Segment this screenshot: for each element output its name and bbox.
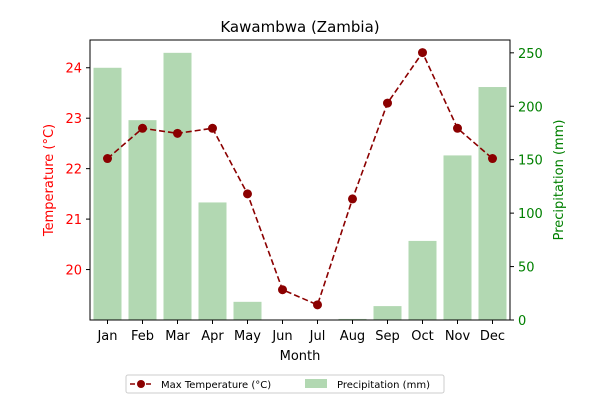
legend-bar-sample [305,379,327,388]
x-tick-label: Feb [131,329,154,344]
chart-title: Kawambwa (Zambia) [220,18,379,36]
y-left-tick-label: 21 [65,213,82,228]
y-right-tick-label: 250 [518,47,543,62]
temperature-point-dec [488,154,497,164]
x-tick-label: Jun [271,329,292,344]
x-tick-label: Jul [309,329,326,344]
precipitation-bar-oct [408,240,437,320]
y-axis-left-label: Temperature (°C) [42,124,57,237]
temperature-point-jun [278,285,287,295]
x-tick-label: Sep [375,329,400,344]
temperature-line-path [106,51,494,306]
precipitation-bar-nov [443,155,472,320]
y-right-tick-label: 100 [518,207,543,222]
temperature-line [103,48,497,310]
precipitation-bar-sep [373,306,402,320]
y-axis-right: 0 50 100 150 200 250 [510,47,543,329]
x-tick-label: Apr [201,329,224,344]
x-tick-label: Aug [340,329,365,344]
precipitation-bar-feb [128,120,157,320]
temperature-point-sep [383,98,392,108]
y-axis-left: 20 21 22 23 24 [65,62,90,279]
temperature-point-may [243,189,252,199]
temperature-point-jul [313,300,322,310]
x-tick-label: Jan [96,329,117,344]
precipitation-bars [93,52,507,321]
y-left-tick-label: 22 [65,163,82,178]
y-right-tick-label: 0 [518,314,526,329]
precipitation-bar-dec [478,87,507,320]
x-tick-label: May [234,329,261,344]
temperature-point-aug [348,194,357,204]
x-tick-label: Dec [480,329,505,344]
precipitation-bar-aug [338,318,367,320]
legend-line-marker [137,380,145,388]
y-left-tick-label: 20 [65,264,82,279]
legend: Max Temperature (°C) Precipitation (mm) [125,374,445,394]
temperature-point-apr [208,123,217,133]
x-axis-label: Month [280,349,321,364]
temperature-point-feb [138,123,147,133]
legend-label-temperature: Max Temperature (°C) [161,380,271,391]
y-axis-right-label: Precipitation (mm) [552,120,567,241]
plot-frame [89,39,511,321]
y-right-tick-label: 200 [518,100,543,115]
precipitation-bar-apr [198,202,227,320]
legend-box [125,374,445,394]
y-right-tick-label: 50 [518,261,535,276]
precipitation-bar-may [233,301,262,320]
x-axis: Jan Feb Mar Apr May Jun Jul Aug Sep Oct Nov Dec [96,320,505,344]
temperature-point-nov [453,123,462,133]
temperature-point-jan [103,154,112,164]
y-right-tick-label: 150 [518,154,543,169]
temperature-point-mar [173,128,182,138]
temperature-point-oct [418,48,427,58]
x-tick-label: Mar [165,329,190,344]
legend-label-precipitation: Precipitation (mm) [337,380,430,391]
precipitation-bar-mar [163,52,192,320]
y-left-tick-label: 23 [65,112,82,127]
precipitation-bar-jan [93,67,122,321]
x-tick-label: Nov [445,329,471,344]
x-tick-label: Oct [411,329,433,344]
y-left-tick-label: 24 [65,62,82,77]
